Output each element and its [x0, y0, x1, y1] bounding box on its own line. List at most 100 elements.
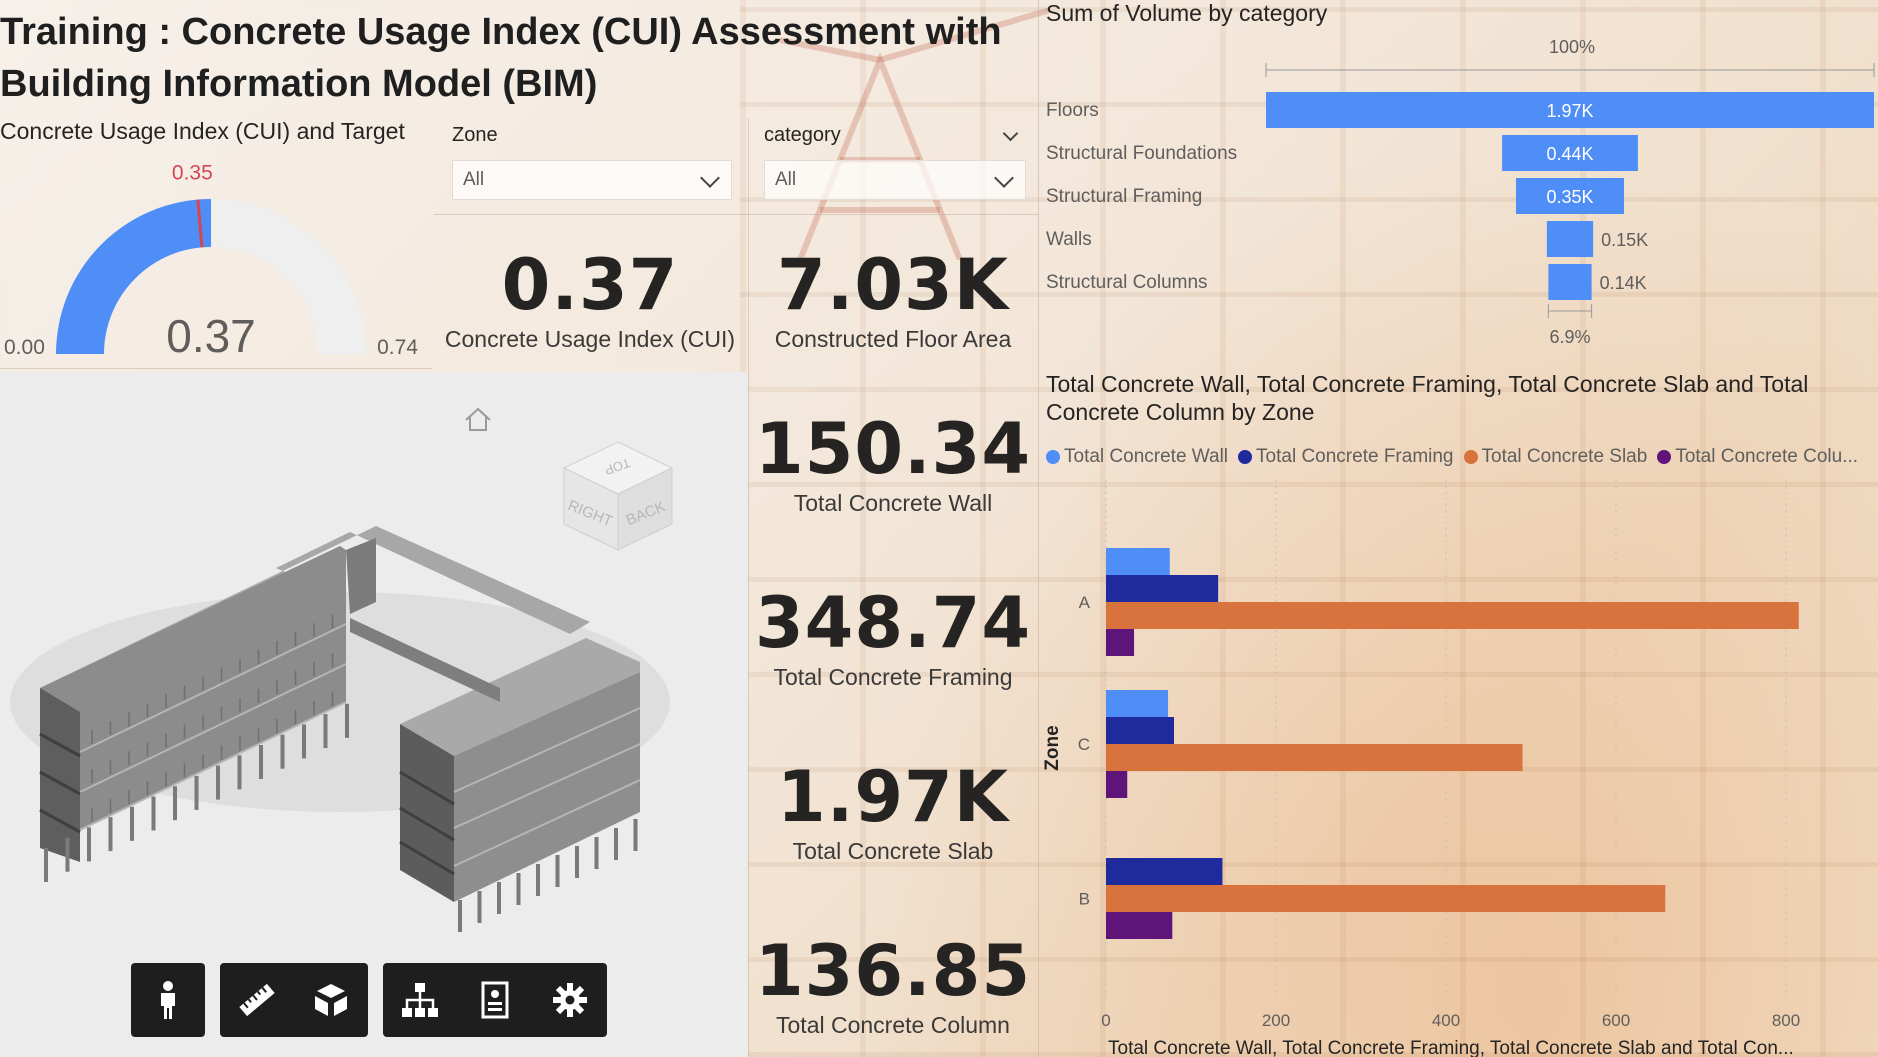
properties-icon[interactable]: [465, 970, 525, 1030]
funnel-top-percent: 100%: [1549, 37, 1595, 57]
bar-total-concrete-wall[interactable]: [1106, 548, 1170, 575]
kpi-label: Total Concrete Framing: [773, 664, 1013, 690]
zone-bar-chart[interactable]: 0 200 400 600 800 A C B Zone Total Concrete Wa…: [1040, 480, 1878, 1057]
x-tick-label: 200: [1262, 1011, 1290, 1030]
gauge-target-marker: [196, 199, 204, 248]
kpi-value: 348.74: [754, 582, 1032, 664]
toolbar-group-panels: [383, 963, 607, 1037]
kpi-value: 0.37: [501, 244, 679, 326]
x-tick-label: 600: [1602, 1011, 1630, 1030]
legend-dot: [1463, 450, 1478, 464]
funnel-value-label: 0.15K: [1601, 230, 1648, 250]
kpi-card-cui[interactable]: 0.37 Concrete Usage Index (CUI): [434, 246, 746, 353]
kpi-card-floor-area[interactable]: 7.03K Constructed Floor Area: [750, 246, 1036, 353]
category-slicer[interactable]: category All: [752, 118, 1032, 214]
kpi-card-framing[interactable]: 348.74 Total Concrete Framing: [750, 584, 1036, 691]
cui-gauge: 0.35 0.37 0.00 0.74: [4, 162, 418, 362]
funnel-chart-title: Sum of Volume by category: [1046, 0, 1328, 26]
category-dropdown-value: All: [775, 169, 797, 190]
bar-total-concrete-slab[interactable]: [1106, 602, 1799, 629]
bim-3d-viewer[interactable]: TOP RIGHT BACK: [0, 372, 748, 1057]
zone-slicer[interactable]: Zone All: [440, 118, 740, 214]
toolbar-group-tools: [220, 963, 368, 1037]
kpi-value: 136.85: [754, 930, 1032, 1012]
legend-dot: [1657, 450, 1672, 464]
bar-total-concrete-slab[interactable]: [1106, 885, 1666, 912]
kpi-label: Total Concrete Wall: [793, 490, 993, 516]
legend-label: Total Concrete Slab: [1481, 446, 1648, 467]
legend-item[interactable]: Total Concrete Colu...: [1657, 446, 1858, 468]
bar-chart-y-axis-title: Zone: [1042, 725, 1063, 770]
zone-dropdown[interactable]: All: [452, 160, 732, 200]
model-tree-icon[interactable]: [390, 970, 450, 1030]
home-icon[interactable]: [465, 407, 491, 431]
funnel-category-label: Floors: [1046, 100, 1099, 121]
page-title: Training : Concrete Usage Index (CUI) As…: [0, 11, 1002, 105]
toolbar-group-navigation: [131, 963, 205, 1037]
column-divider: [748, 118, 749, 1057]
funnel-bar[interactable]: [1546, 221, 1594, 257]
bar-total-concrete-framing[interactable]: [1106, 858, 1223, 885]
settings-gear-icon[interactable]: [540, 970, 600, 1030]
funnel-category-label: Structural Columns: [1046, 272, 1208, 293]
bar-total-concrete-slab[interactable]: [1106, 744, 1523, 771]
bar-chart-legend: Total Concrete Wall Total Concrete Frami…: [1046, 446, 1876, 468]
chevron-down-icon: [994, 168, 1014, 188]
bar-total-concrete-framing[interactable]: [1106, 717, 1174, 744]
gauge-fill: [56, 199, 211, 354]
chevron-down-icon: [700, 168, 720, 188]
bar-total-concrete-column[interactable]: [1106, 912, 1173, 939]
kpi-label: Constructed Floor Area: [774, 326, 1012, 352]
column-divider: [1038, 0, 1039, 1057]
bar-chart-x-axis-title: Total Concrete Wall, Total Concrete Fram…: [1108, 1038, 1794, 1057]
person-icon[interactable]: [138, 970, 198, 1030]
bar-total-concrete-framing[interactable]: [1106, 575, 1219, 602]
gauge-divider: [0, 368, 432, 369]
slicer-divider: [434, 214, 1038, 215]
x-tick-label: 800: [1772, 1011, 1800, 1030]
funnel-category-label: Walls: [1046, 229, 1092, 250]
category-dropdown[interactable]: All: [764, 160, 1026, 200]
gauge-title: Concrete Usage Index (CUI) and Target: [0, 118, 405, 144]
x-tick-label: 400: [1432, 1011, 1460, 1030]
kpi-card-column[interactable]: 136.85 Total Concrete Column: [750, 932, 1036, 1039]
funnel-bar[interactable]: [1266, 92, 1874, 128]
funnel-bottom-percent: 6.9%: [1549, 327, 1590, 347]
funnel-category-label: Structural Foundations: [1046, 143, 1237, 164]
funnel-bar[interactable]: [1502, 135, 1638, 171]
kpi-label: Concrete Usage Index (CUI): [444, 326, 736, 352]
kpi-label: Total Concrete Column: [776, 1012, 1010, 1038]
y-category-label: A: [1079, 593, 1091, 612]
legend-item[interactable]: Total Concrete Wall: [1046, 446, 1228, 468]
kpi-card-wall[interactable]: 150.34 Total Concrete Wall: [750, 410, 1036, 517]
kpi-value: 1.97K: [777, 756, 1009, 838]
funnel-category-label: Structural Framing: [1046, 186, 1202, 207]
legend-item[interactable]: Total Concrete Framing: [1238, 446, 1454, 468]
funnel-bar[interactable]: [1515, 178, 1625, 214]
kpi-value: 7.03K: [777, 244, 1009, 326]
bar-total-concrete-column[interactable]: [1106, 629, 1135, 656]
cui-gauge-card[interactable]: Concrete Usage Index (CUI) and Target 0.…: [0, 118, 432, 370]
kpi-label: Total Concrete Slab: [792, 838, 994, 864]
building-model[interactable]: [39, 526, 641, 932]
category-slicer-label: category: [764, 124, 841, 146]
y-category-label: C: [1078, 735, 1090, 754]
bar-chart-title: Total Concrete Wall, Total Concrete Fram…: [1046, 371, 1809, 425]
ruler-icon[interactable]: [227, 970, 287, 1030]
navigation-cube[interactable]: TOP RIGHT BACK: [562, 441, 674, 551]
zone-slicer-label: Zone: [452, 124, 498, 146]
legend-item[interactable]: Total Concrete Slab: [1463, 446, 1648, 468]
funnel-value-label: 0.44K: [1546, 144, 1593, 164]
y-category-label: B: [1079, 890, 1090, 909]
bar-total-concrete-wall[interactable]: [1106, 690, 1169, 717]
funnel-bar[interactable]: [1548, 264, 1592, 300]
gauge-value: 0.37: [166, 310, 256, 362]
funnel-chart[interactable]: 100% Floors 1.97K Structural Foundations 0.…: [1040, 30, 1878, 368]
gauge-max-label: 0.74: [377, 336, 418, 359]
bar-total-concrete-column[interactable]: [1106, 771, 1128, 798]
building-model-canvas[interactable]: TOP RIGHT BACK: [0, 372, 748, 1057]
funnel-value-label: 0.14K: [1600, 273, 1647, 293]
kpi-value: 150.34: [754, 408, 1032, 490]
kpi-card-slab[interactable]: 1.97K Total Concrete Slab: [750, 758, 1036, 865]
cube-explode-icon[interactable]: [301, 970, 361, 1030]
